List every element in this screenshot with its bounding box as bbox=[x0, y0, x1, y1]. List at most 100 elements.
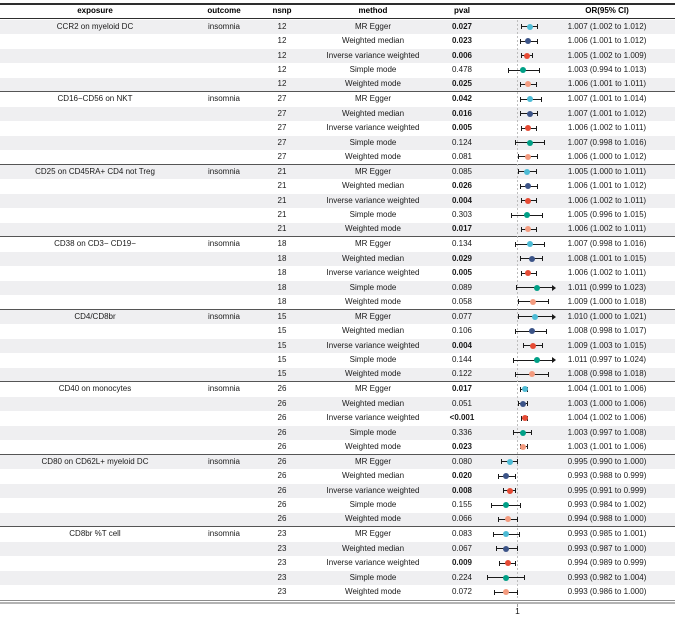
pval-cell: 0.016 bbox=[451, 108, 473, 118]
method-cell: Inverse variance weighted bbox=[326, 485, 420, 495]
ci-left-cap bbox=[521, 226, 523, 232]
outcome-cell bbox=[190, 469, 258, 484]
outcome-cell bbox=[190, 585, 258, 600]
nsnp-cell: 26 bbox=[277, 441, 287, 451]
table-row: CD80 on CD62L+ myeloid DC insomnia 26 MR… bbox=[0, 454, 675, 470]
pval-cell: 0.134 bbox=[451, 239, 473, 249]
or-ci-cell: 0.993 (0.987 to 1.000) bbox=[567, 543, 647, 553]
pval-cell: 0.029 bbox=[451, 253, 473, 263]
ci-left-cap bbox=[512, 430, 514, 436]
ci-right-cap bbox=[516, 546, 518, 552]
table-row: 23 Inverse variance weighted 0.009 0.994… bbox=[0, 556, 675, 571]
exposure-cell bbox=[0, 498, 190, 513]
or-ci-cell: 1.011 (0.999 to 1.023) bbox=[567, 282, 647, 292]
pval-cell: 0.089 bbox=[451, 282, 473, 292]
forest-cell bbox=[484, 426, 556, 441]
exposure-cell bbox=[0, 411, 190, 426]
forest-plot-area bbox=[484, 107, 552, 122]
or-ci-cell: 0.993 (0.984 to 1.002) bbox=[567, 500, 647, 510]
table-row: 15 Inverse variance weighted 0.004 1.009… bbox=[0, 338, 675, 354]
or-point-marker bbox=[504, 560, 511, 567]
table-row: CD25 on CD45RA+ CD4 not Treg insomnia 21… bbox=[0, 164, 675, 179]
forest-plot-area bbox=[484, 455, 552, 470]
pval-cell: 0.005 bbox=[451, 268, 473, 278]
pval-cell: 0.009 bbox=[451, 558, 473, 568]
or-point-marker bbox=[503, 545, 510, 552]
pval-cell: 0.303 bbox=[451, 210, 473, 220]
ci-right-cap bbox=[542, 212, 544, 218]
ci-right-cap bbox=[537, 24, 539, 30]
table-row: 18 Simple mode 0.089 1.011 (0.999 to 1.0… bbox=[0, 280, 675, 296]
nsnp-cell: 26 bbox=[277, 384, 287, 394]
table-row: CCR2 on myeloid DC insomnia 12 MR Egger … bbox=[0, 19, 675, 35]
forest-cell bbox=[484, 542, 556, 557]
x-axis-tick-label: 1 bbox=[515, 606, 520, 616]
or-ci-cell: 0.993 (0.985 to 1.001) bbox=[567, 529, 647, 539]
pval-cell: 0.051 bbox=[451, 398, 473, 408]
exposure-cell bbox=[0, 179, 190, 194]
table-row: 12 Inverse variance weighted 0.006 1.005… bbox=[0, 48, 675, 64]
pval-cell: 0.005 bbox=[451, 123, 473, 133]
or-ci-cell: 1.004 (1.002 to 1.006) bbox=[567, 413, 647, 423]
or-point-marker bbox=[521, 415, 528, 422]
method-cell: Weighted median bbox=[341, 543, 405, 553]
outcome-cell: insomnia bbox=[207, 456, 240, 466]
or-point-marker bbox=[523, 52, 530, 59]
or-ci-cell: 1.004 (1.001 to 1.006) bbox=[567, 384, 647, 394]
pval-cell: 0.124 bbox=[451, 137, 473, 147]
nsnp-cell: 15 bbox=[277, 369, 287, 379]
ci-left-cap bbox=[514, 140, 516, 146]
ci-right-cap bbox=[535, 81, 537, 87]
nsnp-cell: 21 bbox=[277, 181, 287, 191]
header-underline bbox=[0, 17, 675, 19]
table-header: exposure outcome nsnp method pval OR(95%… bbox=[0, 5, 675, 18]
nsnp-cell: 18 bbox=[277, 296, 287, 306]
exposure-cell bbox=[0, 339, 190, 354]
or-ci-cell: 1.003 (0.997 to 1.008) bbox=[567, 427, 647, 437]
or-ci-cell: 1.009 (1.003 to 1.015) bbox=[567, 340, 647, 350]
ci-right-arrow-icon bbox=[551, 357, 556, 364]
nsnp-cell: 26 bbox=[277, 456, 287, 466]
outcome-cell bbox=[190, 498, 258, 513]
or-point-marker bbox=[525, 125, 532, 132]
forest-plot-area bbox=[484, 63, 552, 78]
nsnp-cell: 27 bbox=[277, 123, 287, 133]
or-ci-cell: 1.007 (1.002 to 1.012) bbox=[567, 21, 647, 31]
col-header-method: method bbox=[358, 6, 388, 15]
or-point-marker bbox=[526, 139, 533, 146]
method-cell: Weighted median bbox=[341, 326, 405, 336]
or-ci-cell: 0.993 (0.988 to 0.999) bbox=[567, 471, 647, 481]
col-header-exposure: exposure bbox=[77, 6, 113, 15]
or-ci-cell: 1.003 (1.000 to 1.006) bbox=[567, 398, 647, 408]
pval-cell: 0.106 bbox=[451, 326, 473, 336]
exposure-cell bbox=[0, 252, 190, 267]
exposure-cell: CD38 on CD3− CD19− bbox=[54, 239, 136, 249]
nsnp-cell: 27 bbox=[277, 94, 287, 104]
or-point-marker bbox=[523, 212, 530, 219]
forest-plot-area bbox=[484, 20, 552, 35]
pval-cell: 0.017 bbox=[451, 384, 473, 394]
nsnp-cell: 15 bbox=[277, 311, 287, 321]
nsnp-cell: 21 bbox=[277, 166, 287, 176]
pval-cell: 0.042 bbox=[451, 94, 473, 104]
pval-cell: 0.077 bbox=[451, 311, 473, 321]
nsnp-cell: 21 bbox=[277, 210, 287, 220]
forest-plot-area bbox=[484, 49, 552, 64]
nsnp-cell: 23 bbox=[277, 558, 287, 568]
outcome-cell bbox=[190, 49, 258, 64]
forest-plot-area bbox=[484, 223, 552, 237]
ci-left-cap bbox=[511, 212, 513, 218]
forest-plot-area bbox=[484, 266, 552, 281]
forest-cell bbox=[484, 281, 556, 296]
forest-plot-area bbox=[484, 324, 552, 339]
method-cell: Simple mode bbox=[349, 65, 397, 75]
or-point-marker bbox=[503, 502, 510, 509]
ci-right-cap bbox=[516, 516, 518, 522]
ci-right-cap bbox=[540, 96, 542, 102]
table-body: CCR2 on myeloid DC insomnia 12 MR Egger … bbox=[0, 19, 675, 600]
outcome-cell bbox=[190, 368, 258, 382]
exposure-cell bbox=[0, 34, 190, 49]
exposure-cell: CD16−CD56 on NKT bbox=[57, 94, 133, 104]
table-row: 21 Weighted mode 0.017 1.006 (1.002 to 1… bbox=[0, 222, 675, 237]
table-row: 27 Inverse variance weighted 0.005 1.006… bbox=[0, 121, 675, 136]
